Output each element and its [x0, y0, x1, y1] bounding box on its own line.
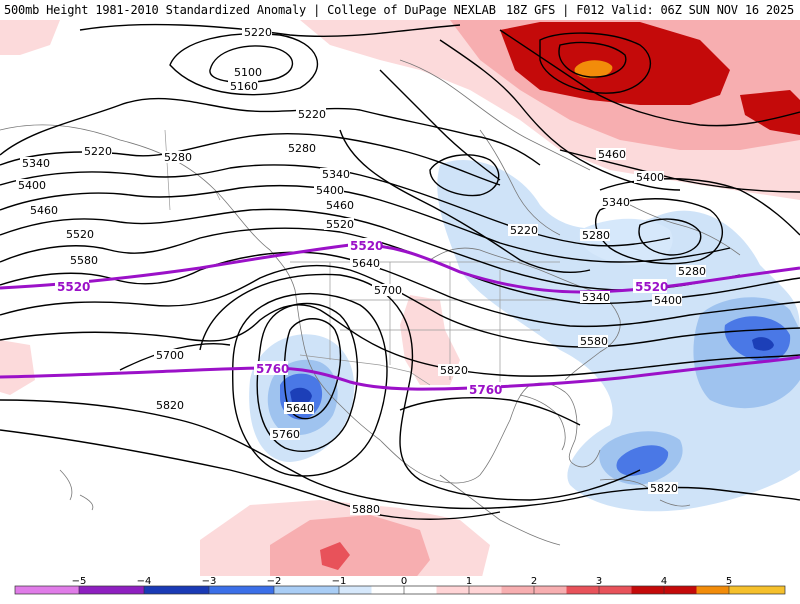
positive-anomaly-region [0, 20, 60, 55]
colorbar-tick-label: −2 [267, 576, 282, 587]
colorbar-band [566, 586, 599, 594]
reference-label: 5760 [469, 383, 502, 397]
colorbar-tick-label: 4 [661, 576, 667, 587]
contour-label: 5820 [650, 482, 678, 495]
contour-label: 5340 [602, 196, 630, 209]
reference-label: 5760 [256, 362, 289, 376]
colorbar-band [209, 586, 242, 594]
colorbar-band [501, 586, 534, 594]
colorbar-tick-label: 5 [726, 576, 732, 587]
positive-anomaly-region [500, 22, 730, 105]
colorbar-band [436, 586, 469, 594]
contour-label: 5220 [510, 224, 538, 237]
negative-anomaly-region [752, 337, 774, 351]
colorbar-band [599, 586, 632, 594]
colorbar-tick-label: −1 [332, 576, 347, 587]
contour-label: 5700 [156, 349, 184, 362]
colorbar-band [664, 586, 697, 594]
contour-label: 5520 [66, 228, 94, 241]
contour-label: 5100 [234, 66, 262, 79]
contour-label: 5220 [84, 145, 112, 158]
contour-label: 5280 [582, 229, 610, 242]
colorbar-tick-label: −3 [202, 576, 217, 587]
contour-label: 5460 [30, 204, 58, 217]
contour-label: 5640 [352, 257, 380, 270]
reference-label: 5520 [57, 280, 90, 294]
colorbar-band [176, 586, 209, 594]
contour-label: 5760 [272, 428, 300, 441]
colorbar-band [696, 586, 729, 594]
colorbar-band [371, 586, 404, 594]
contour-label: 5340 [22, 157, 50, 170]
colorbar-tick-label: −4 [137, 576, 152, 587]
contour-label: 5400 [654, 294, 682, 307]
anomaly-shading [0, 20, 800, 585]
colorbar-band [339, 586, 372, 594]
colorbar-band [15, 586, 79, 594]
contour-labels: 5220 5100 5160 5220 5280 5220 5340 5400 … [16, 26, 706, 516]
negative-anomaly-region [437, 159, 800, 512]
contour-label: 5340 [582, 291, 610, 304]
colorbar-band [111, 586, 144, 594]
negative-anomaly-region [290, 387, 312, 406]
positive-anomaly-region [270, 515, 430, 585]
colorbar-band [241, 586, 274, 594]
positive-anomaly-region [400, 295, 460, 385]
contour-label: 5820 [156, 399, 184, 412]
contour-label: 5700 [374, 284, 402, 297]
colorbar-band [631, 586, 664, 594]
colorbar-band [144, 586, 177, 594]
contour-label: 5400 [636, 171, 664, 184]
reference-labels: 5520 5520 5520 5760 5760 [55, 238, 668, 397]
contour-label: 5400 [316, 184, 344, 197]
reference-label: 5520 [635, 280, 668, 294]
contour-label: 5280 [288, 142, 316, 155]
reference-label: 5520 [350, 239, 383, 253]
positive-anomaly-region [320, 542, 350, 570]
contour-label: 5340 [322, 168, 350, 181]
contour-label: 5220 [298, 108, 326, 121]
contour-label: 5640 [286, 402, 314, 415]
reference-lines [0, 243, 800, 391]
model-run-info: 18Z GFS | F012 Valid: 06Z SUN NOV 16 202… [505, 3, 794, 17]
contour-label: 5220 [244, 26, 272, 39]
positive-anomaly-region [574, 60, 613, 79]
contour-label: 5280 [164, 151, 192, 164]
colorbar-band [469, 586, 502, 594]
colorbar-tick-label: 1 [466, 576, 472, 587]
contour-label: 5160 [230, 80, 258, 93]
colorbar-outline [14, 585, 786, 595]
geography [0, 59, 741, 546]
colorbar-band [534, 586, 567, 594]
reference-line-5760 [0, 355, 800, 391]
map-title: 500mb Height 1981-2010 Standardized Anom… [4, 3, 496, 17]
positive-anomaly-region [0, 340, 35, 395]
contour-label: 5520 [326, 218, 354, 231]
contour-label: 5580 [70, 254, 98, 267]
contour-label: 5580 [580, 335, 608, 348]
contour-label: 5880 [352, 503, 380, 516]
colorbar-band [274, 586, 307, 594]
colorbar-band [404, 586, 437, 594]
reference-line-5520 [0, 243, 800, 294]
contour-label: 5820 [440, 364, 468, 377]
colorbar-tick-label: −5 [72, 576, 87, 587]
colorbar-band [729, 586, 785, 594]
colorbar: −5 −4 −3 −2 −1 0 1 2 3 4 5 [0, 576, 800, 600]
colorbar-tick-label: 3 [596, 576, 602, 587]
contour-label: 5460 [598, 148, 626, 161]
positive-anomaly-region [740, 90, 800, 135]
negative-anomaly-region [616, 445, 669, 476]
contour-label: 5280 [678, 265, 706, 278]
colorbar-tick-label: 2 [531, 576, 537, 587]
colorbar-tick-label: 0 [401, 576, 407, 587]
contour-label: 5400 [18, 179, 46, 192]
colorbar-band [306, 586, 339, 594]
contour-label: 5460 [326, 199, 354, 212]
colorbar-band [79, 586, 112, 594]
